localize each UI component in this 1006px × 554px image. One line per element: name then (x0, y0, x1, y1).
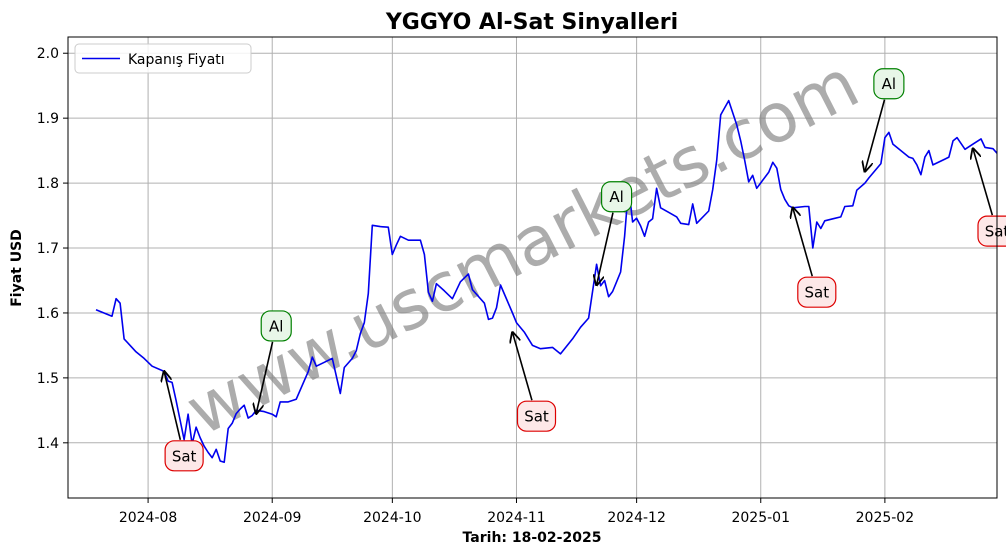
plot-frame (67, 36, 998, 499)
sell-signal: Sat (793, 208, 837, 308)
signal-label: Al (882, 75, 896, 93)
signal-label-box (873, 68, 905, 100)
sell-signal: Sat (512, 332, 557, 432)
signal-label: Sat (985, 223, 1006, 241)
y-tick-label: 1.9 (37, 111, 59, 127)
signal-label: Sat (805, 284, 830, 302)
signal-label: Sat (524, 408, 549, 426)
legend-label: Kapanış Fiyatı (128, 52, 225, 68)
x-tick-label: 2024-12 (607, 510, 666, 526)
signal-label-box (516, 400, 557, 432)
y-tick-label: 1.5 (37, 371, 59, 387)
x-tick-label: 2024-08 (119, 510, 178, 526)
signal-label-box (164, 440, 204, 472)
signal-label-box (600, 181, 633, 213)
x-tick-label: 2024-09 (243, 510, 302, 526)
series-line-closing-price (95, 99, 997, 464)
y-tick-label: 1.7 (37, 241, 59, 257)
signal-label: Sat (172, 447, 197, 465)
signal-arrow (512, 332, 533, 401)
x-tick-label: 2024-11 (487, 510, 546, 526)
signal-label-box (797, 276, 837, 308)
signal-label-box (260, 310, 292, 342)
y-tick-label: 2.0 (37, 46, 59, 62)
y-axis-label: Fiyat USD (9, 229, 25, 307)
grid-lines (68, 37, 997, 498)
buy-signal: Al (256, 310, 292, 414)
signal-arrow (973, 149, 994, 216)
signal-arrow (164, 371, 182, 440)
signal-arrow (793, 208, 814, 277)
x-tick-label: 2025-01 (731, 510, 790, 526)
y-tick-label: 1.8 (37, 176, 59, 192)
chart-title: YGGYO Al-Sat Sinyalleri (385, 10, 678, 35)
x-tick-label: 2025-02 (856, 510, 915, 526)
legend: Kapanış Fiyatı (74, 43, 252, 74)
sell-signal: Sat (164, 371, 204, 472)
y-tick-label: 1.6 (37, 306, 59, 322)
signal-arrow (597, 212, 614, 285)
legend-box (74, 43, 252, 74)
signal-label: Al (609, 188, 623, 206)
y-tick-label: 1.4 (37, 436, 59, 452)
signal-arrow (865, 99, 886, 172)
sell-signal: Sat (973, 149, 1006, 247)
signal-label: Al (269, 317, 283, 335)
signal-arrow (256, 341, 274, 414)
x-axis-label: Tarih: 18-02-2025 (463, 530, 602, 546)
x-tick-label: 2024-10 (363, 510, 422, 526)
buy-signal: Al (865, 68, 905, 172)
buy-signal: Al (597, 181, 633, 285)
